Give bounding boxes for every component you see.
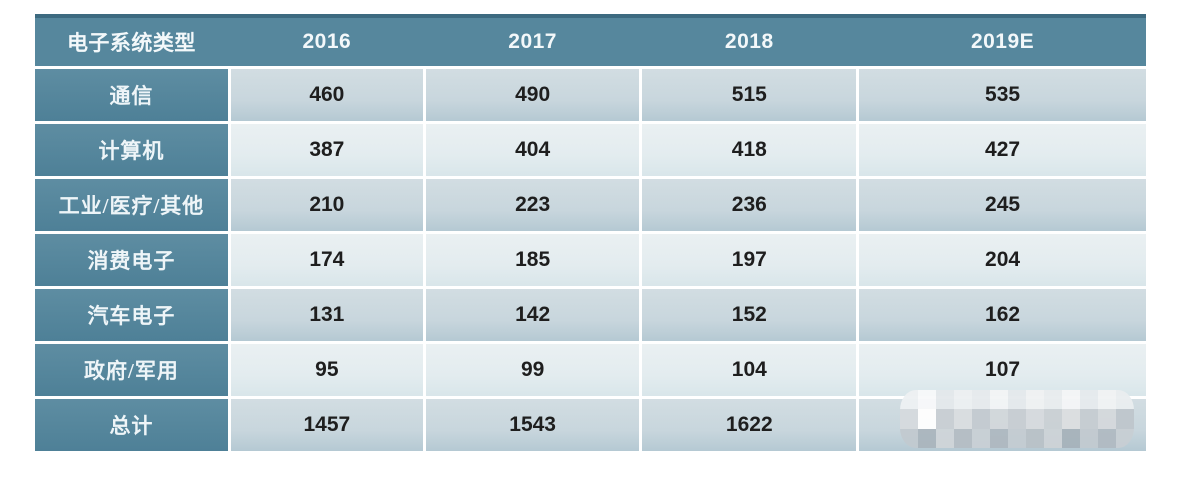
value-cell: 99 [425,344,640,396]
value-cell: 197 [642,234,857,286]
value-cell: 245 [859,179,1146,231]
value-cell: 1543 [425,399,640,451]
value-cell: 404 [425,124,640,176]
row-label-industrial-medical-other: 工业/医疗/其他 [35,179,228,231]
value-cell: 427 [859,124,1146,176]
value-cell: 387 [230,124,423,176]
value-cell: 104 [642,344,857,396]
row-label-government-military: 政府/军用 [35,344,228,396]
row-label-computer: 计算机 [35,124,228,176]
value-cell: 185 [425,234,640,286]
row-label-total: 总计 [35,399,228,451]
data-table: 电子系统类型 2016 2017 2018 2019E 通信 460 490 5… [35,14,1146,451]
row-label-communication: 通信 [35,69,228,121]
header-cell-2017: 2017 [508,30,557,53]
value-cell: 204 [859,234,1146,286]
row-label-automotive-electronics: 汽车电子 [35,289,228,341]
table-body: 通信 460 490 515 535 计算机 387 404 418 427 工… [35,69,1146,451]
value-cell: 142 [425,289,640,341]
masked-value-cell [859,390,1146,451]
value-cell: 174 [230,234,423,286]
header-cell-2016: 2016 [302,30,352,53]
value-cell: 490 [425,69,640,121]
value-cell: 1622 [642,399,857,451]
value-cell: 152 [642,289,857,341]
value-cell: 515 [642,69,857,121]
value-cell: 107 [859,344,1146,396]
value-cell: 131 [230,289,423,341]
header-cell-2018: 2018 [724,30,774,53]
row-label-consumer-electronics: 消费电子 [35,234,228,286]
header-cell-category: 电子系统类型 [66,31,196,55]
value-cell: 223 [425,179,640,231]
value-cell: 460 [230,69,423,121]
header-cell-2019e: 2019E [970,30,1035,53]
value-cell: 95 [230,344,423,396]
value-cell: 236 [642,179,857,231]
value-cell: 210 [230,179,423,231]
value-cell: 1457 [230,399,423,451]
value-cell: 162 [859,289,1146,341]
value-cell: 418 [642,124,857,176]
pixelated-watermark [899,390,1134,448]
value-cell: 535 [859,69,1146,121]
table-header-row: 电子系统类型 2016 2017 2018 2019E [35,14,1146,66]
